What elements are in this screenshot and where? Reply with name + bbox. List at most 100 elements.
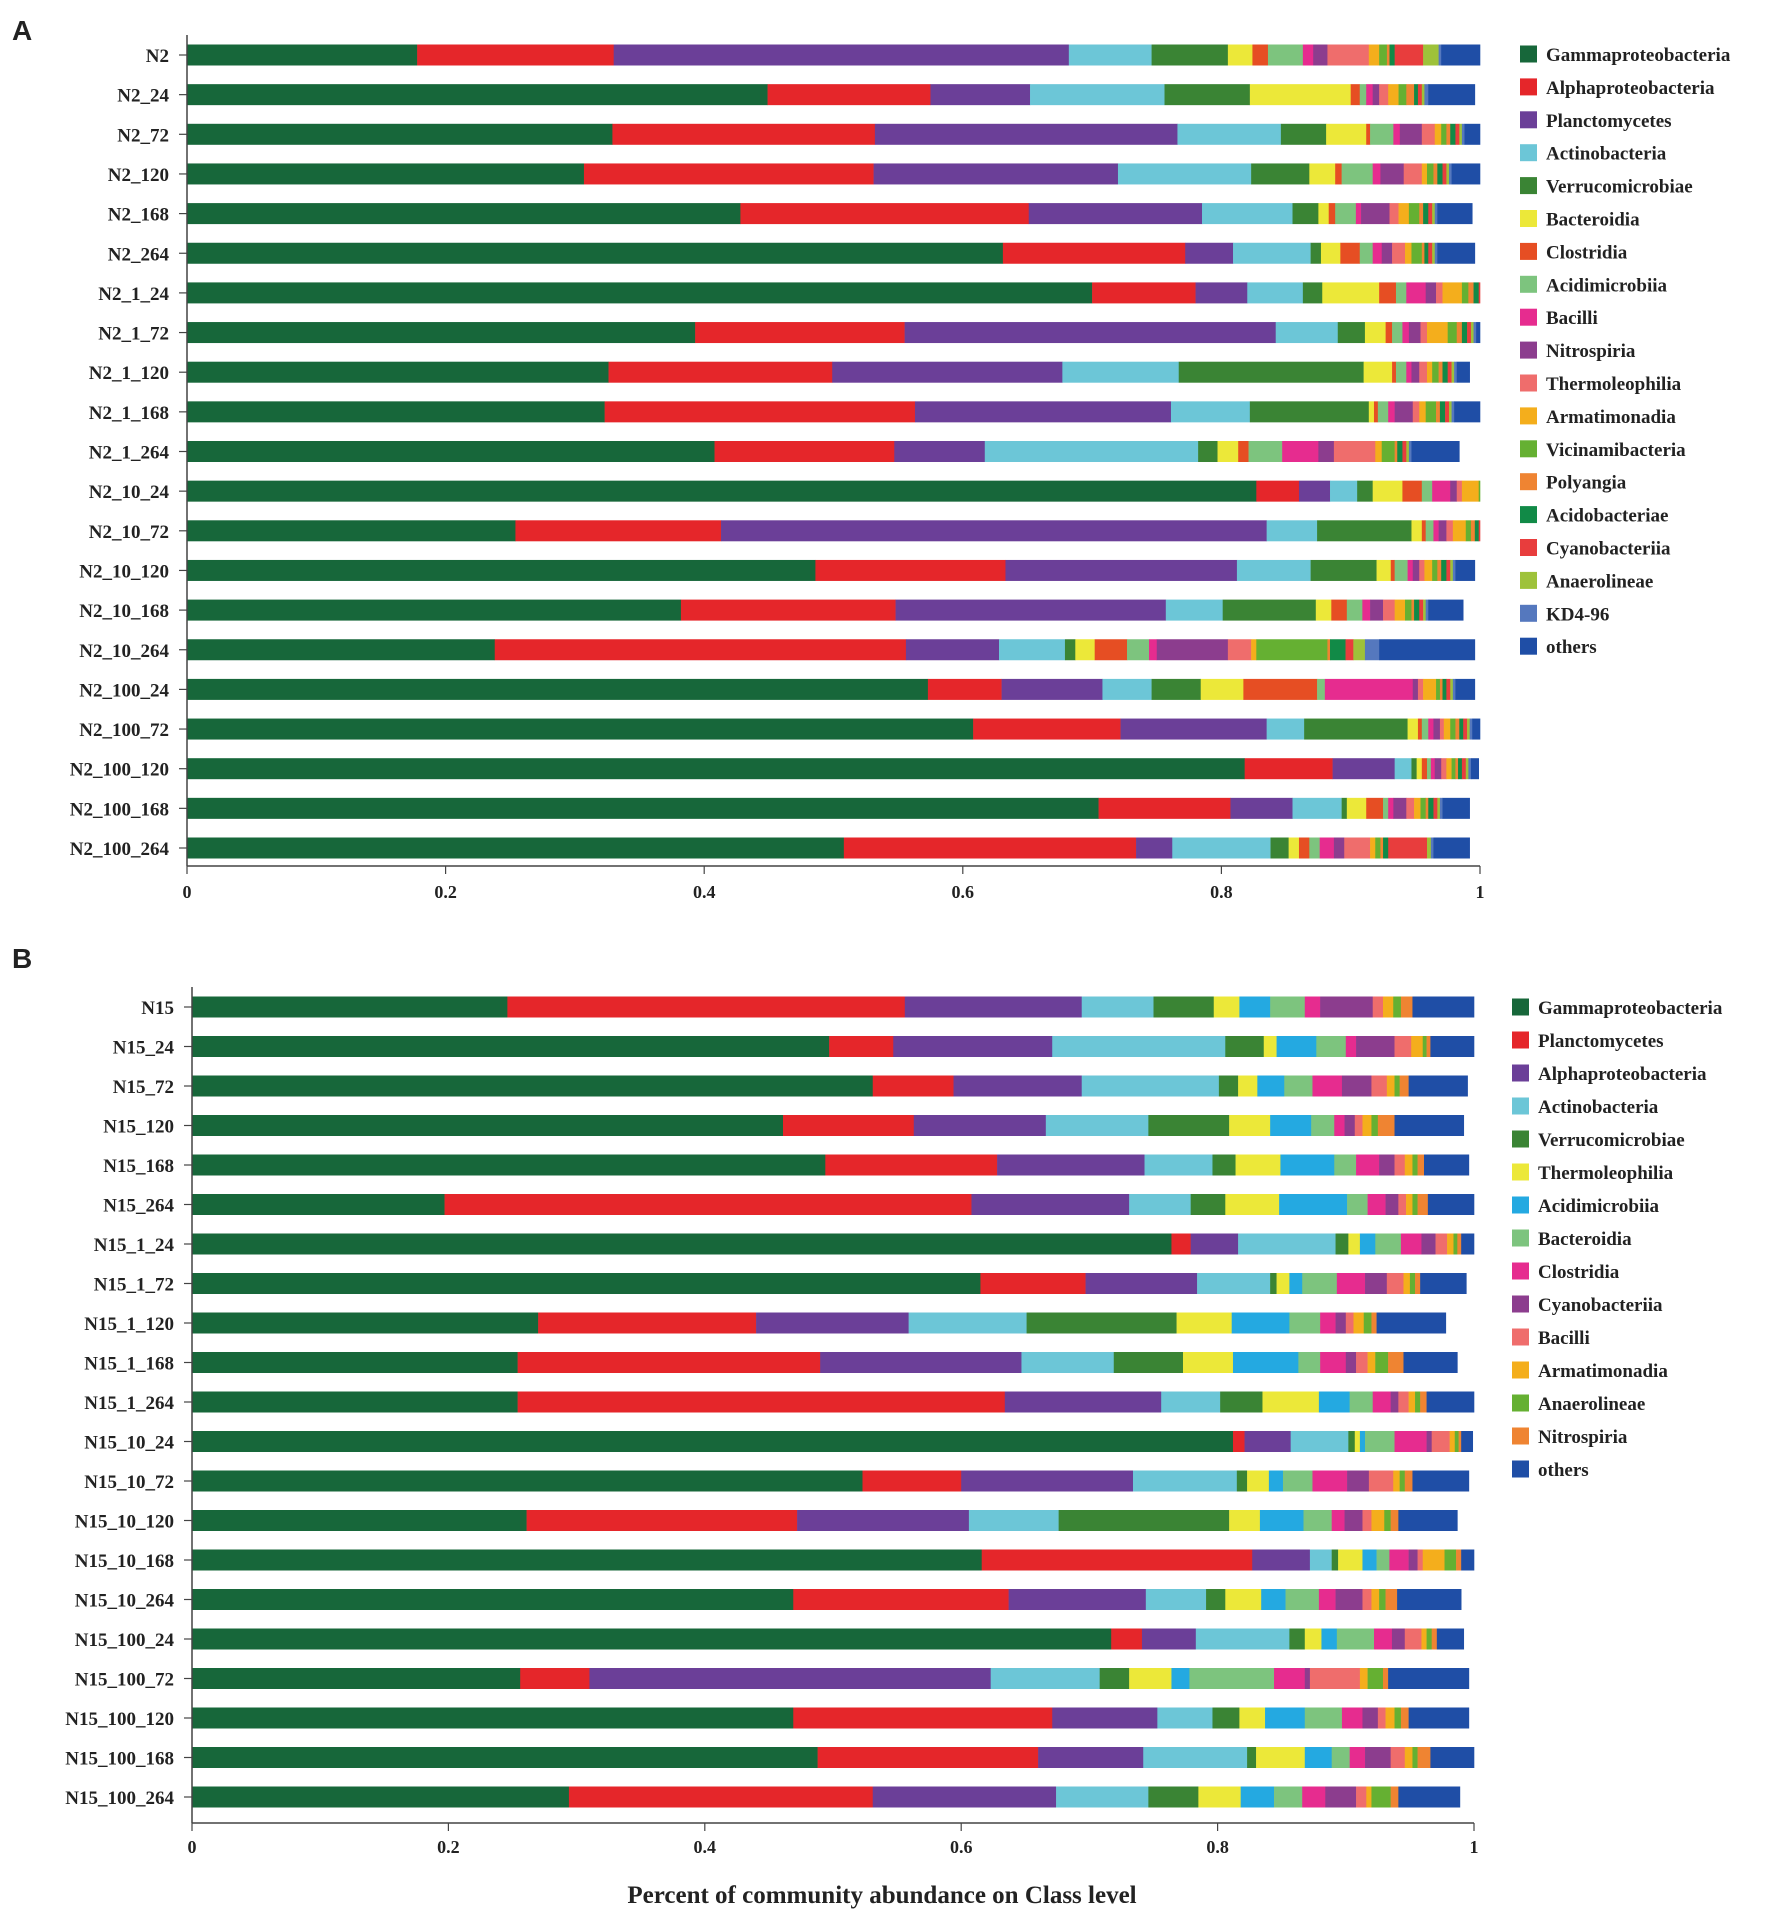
panel-a-bar-segment xyxy=(187,718,974,740)
panel-b-bar-segment xyxy=(1263,1036,1277,1057)
panel-a-bar-segment xyxy=(1451,401,1455,423)
panel-a-bar-segment xyxy=(1359,84,1367,106)
panel-a-bar-segment xyxy=(1408,322,1421,344)
panel-a-bar-segment xyxy=(1322,282,1380,304)
panel-a-bar-segment xyxy=(1419,559,1425,581)
panel-a-bar-segment xyxy=(1092,282,1196,304)
panel-a-bar-segment xyxy=(1411,242,1423,264)
panel-a-bar-segment xyxy=(187,520,516,542)
panel-b-bar-segment xyxy=(1345,1312,1354,1334)
panel-a-legend-swatch xyxy=(1520,637,1537,655)
panel-b-bar-segment xyxy=(1257,1075,1285,1097)
panel-b-bar-segment xyxy=(1354,1431,1361,1452)
panel-b-bar-segment xyxy=(1198,1786,1241,1808)
panel-b-bar-segment xyxy=(1400,1707,1409,1729)
panel-a-bar-segment xyxy=(1368,401,1375,423)
panel-b-category-label: N15_100_120 xyxy=(65,1709,174,1730)
panel-b-bar-segment xyxy=(1412,1747,1418,1768)
panel-a-bar-segment xyxy=(1469,718,1473,740)
panel-b-bar-segment xyxy=(793,1707,1053,1729)
panel-a-bar-segment xyxy=(1379,282,1397,304)
panel-a-bar-segment xyxy=(1455,718,1460,740)
panel-b-legend-label: Bacteroidia xyxy=(1538,1229,1632,1250)
panel-b-bar-segment xyxy=(872,1786,1057,1808)
panel-b-bar-segment xyxy=(1189,1668,1275,1689)
panel-b-bar-segment xyxy=(1232,1352,1299,1373)
panel-a-bar-segment xyxy=(1249,84,1351,106)
panel-a-bar-segment xyxy=(1406,797,1415,819)
panel-b-bar-segment xyxy=(1356,1154,1380,1176)
panel-a-bar-segment xyxy=(187,797,1099,819)
panel-b-bar-segment xyxy=(1144,1154,1213,1176)
panel-a-bar-segment xyxy=(1256,480,1300,502)
panel-b-bar-segment xyxy=(1280,1154,1335,1176)
panel-b-bar-segment xyxy=(971,1194,1130,1215)
panel-a-bar-segment xyxy=(1454,361,1458,383)
panel-a-bar-segment xyxy=(1412,678,1419,700)
panel-b-legend-label: Clostridia xyxy=(1538,1262,1620,1283)
panel-a-bar-segment xyxy=(1379,44,1388,66)
panel-a-bar-segment xyxy=(187,639,496,661)
panel-b-bar-segment xyxy=(1270,1115,1312,1136)
panel-b-category-label: N15_10_168 xyxy=(75,1551,174,1572)
panel-b-bar-segment xyxy=(1304,1668,1311,1689)
panel-b-bar-segment xyxy=(1411,1036,1424,1057)
panel-b-bar-segment xyxy=(1393,996,1402,1018)
panel-a-bar-segment xyxy=(1461,480,1480,502)
panel-a-legend-swatch xyxy=(1520,177,1537,195)
panel-b-bar-segment xyxy=(1399,1075,1409,1097)
panel-a-category-label: N2_1_24 xyxy=(98,284,169,305)
panel-b-bar-segment xyxy=(1239,996,1271,1018)
panel-a-legend-swatch xyxy=(1520,308,1537,326)
panel-b-bar-segment xyxy=(517,1391,1006,1413)
panel-a-bar-segment xyxy=(740,203,1030,225)
panel-b-bar-segment xyxy=(568,1786,874,1808)
panel-b-bar-segment xyxy=(1388,1668,1470,1689)
panel-b-bar-segment xyxy=(1404,1628,1422,1650)
panel-b-bar-segment xyxy=(1132,1470,1238,1492)
panel-b-bar-segment xyxy=(1436,1628,1465,1650)
panel-a-bar-segment xyxy=(1456,480,1463,502)
panel-a-legend-swatch xyxy=(1520,604,1537,622)
panel-b-bar-segment xyxy=(1359,1668,1368,1689)
panel-a-bar-segment xyxy=(1388,401,1395,423)
panel-b-category-label: N15_10_24 xyxy=(84,1433,174,1454)
panel-a-category-label: N2_1_168 xyxy=(89,403,169,424)
panel-a-bar-segment xyxy=(1266,718,1305,740)
panel-a-category-label: N2_10_120 xyxy=(79,561,169,582)
panel-b-bar-segment xyxy=(1341,1075,1372,1097)
panel-a-bar-segment xyxy=(1421,480,1433,502)
panel-b-bar-segment xyxy=(1261,1589,1286,1610)
panel-b-bar-segment xyxy=(1426,1391,1475,1413)
panel-b-bar-segment xyxy=(1111,1628,1143,1650)
panel-a-bar-segment xyxy=(1450,559,1454,581)
panel-b-category-label: N15 xyxy=(141,998,174,1019)
panel-a-category-label: N2_100_24 xyxy=(79,680,169,701)
panel-a-bar-segment xyxy=(1333,837,1345,859)
panel-a-bar-segment xyxy=(1412,559,1420,581)
panel-b-bar-segment xyxy=(1212,1707,1240,1729)
panel-a-bar-segment xyxy=(1433,163,1438,185)
panel-a-bar-segment xyxy=(1388,837,1428,859)
panel-a-bar-segment xyxy=(187,559,816,581)
panel-b-bar-segment xyxy=(1447,1233,1454,1255)
panel-b-bar-segment xyxy=(1148,1115,1230,1136)
panel-a-category-label: N2_100_264 xyxy=(70,839,170,860)
panel-b-bar-segment xyxy=(1412,996,1475,1018)
panel-a-bar-segment xyxy=(1178,361,1364,383)
panel-b-bar-segment xyxy=(1235,1154,1281,1176)
panel-a-bar-segment xyxy=(1411,520,1423,542)
panel-a-bar-segment xyxy=(1442,361,1448,383)
panel-a-bar-segment xyxy=(1456,322,1463,344)
panel-a-bar-segment xyxy=(1447,361,1452,383)
panel-b-bar-segment xyxy=(1356,1786,1367,1808)
panel-a-legend-swatch xyxy=(1520,407,1537,425)
panel-a-bar-segment xyxy=(1389,44,1395,66)
panel-b-bar-segment xyxy=(1316,1036,1347,1057)
panel-a-legend-swatch xyxy=(1520,111,1537,129)
panel-a-bar-segment xyxy=(1395,282,1407,304)
panel-b-x-tick-label: 0 xyxy=(188,1837,197,1857)
panel-b-bar-segment xyxy=(192,1352,518,1373)
panel-b-bar-segment xyxy=(1289,1312,1321,1334)
panel-b-bar-segment xyxy=(756,1312,909,1334)
